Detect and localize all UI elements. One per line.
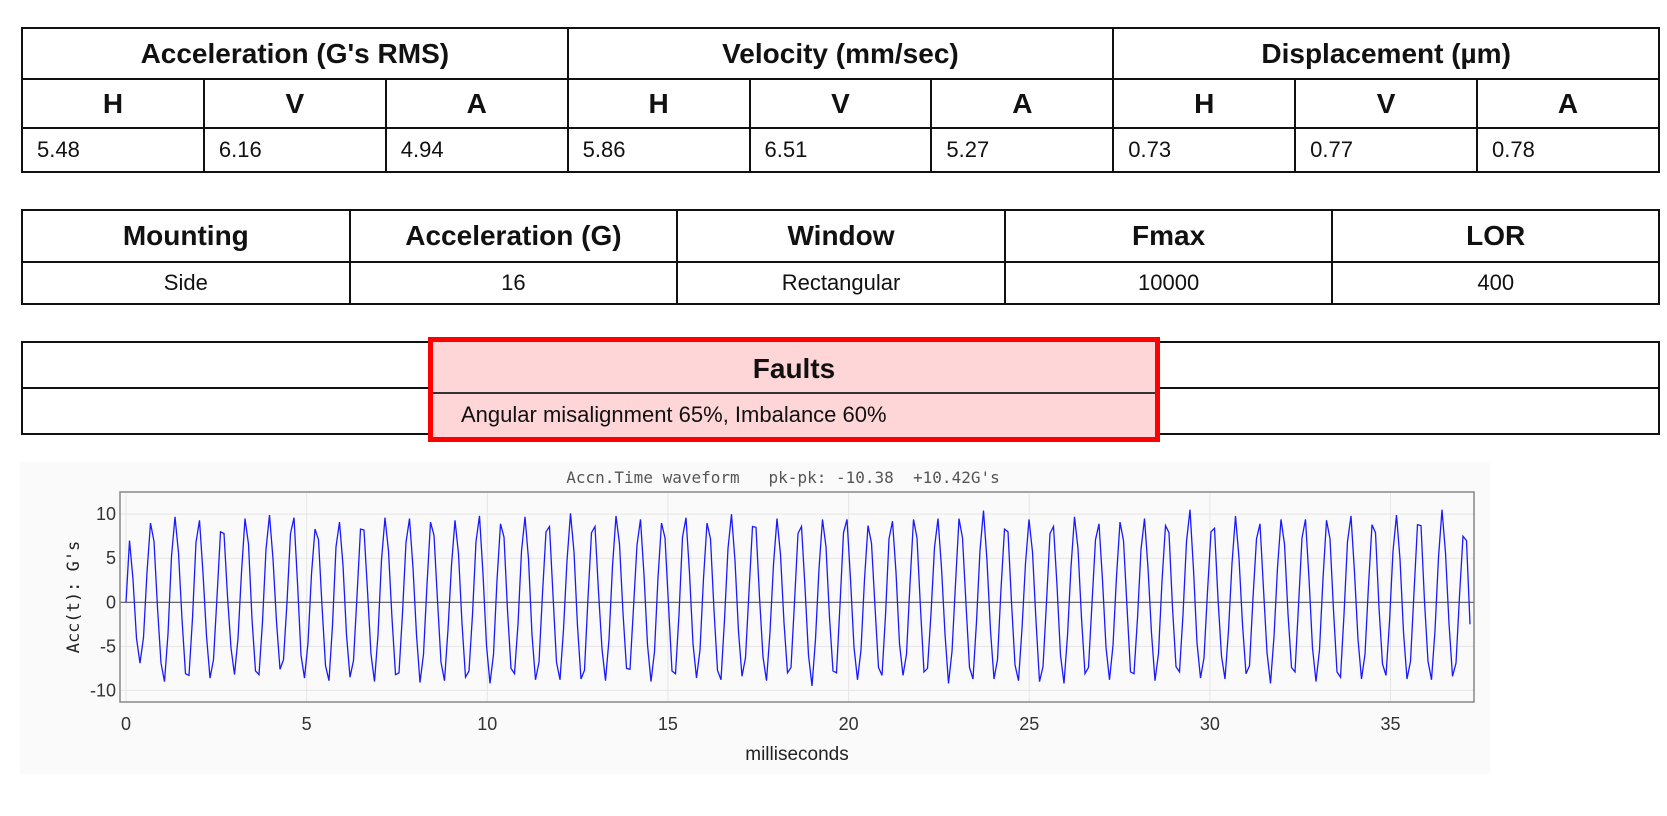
- lor-header: LOR: [1331, 209, 1660, 263]
- measurement-settings-table: Mounting Acceleration (G) Window Fmax LO…: [21, 209, 1660, 305]
- waveform-line: [125, 509, 1471, 687]
- x-tick-label: 25: [1019, 714, 1039, 734]
- x-tick-label: 15: [658, 714, 678, 734]
- y-axis-label: Acc(t): G's: [64, 541, 84, 654]
- displacement-a-value: 0.78: [1476, 127, 1660, 173]
- x-tick-label: 30: [1200, 714, 1220, 734]
- time-waveform-chart: Accn.Time waveform pk-pk: -10.38 +10.42G…: [20, 462, 1490, 774]
- x-axis-ticks: 0 5 10 15 20 25 30 35: [121, 714, 1401, 734]
- y-tick-label: 5: [106, 548, 116, 568]
- acceleration-a-header: A: [384, 78, 569, 129]
- faults-text: Angular misalignment 65%, Imbalance 60%: [461, 402, 887, 427]
- settings-values-row: Side 16 Rectangular 10000 400: [21, 261, 1660, 305]
- velocity-h-value: 5.86: [566, 127, 751, 173]
- y-tick-label: 10: [96, 504, 116, 524]
- velocity-header: Velocity (mm/sec): [566, 27, 1115, 80]
- y-axis-ticks: 10 5 0 -5 -10: [90, 504, 116, 700]
- acceleration-a-value: 4.94: [384, 127, 569, 173]
- window-value: Rectangular: [676, 261, 1006, 305]
- x-tick-label: 5: [302, 714, 312, 734]
- lor-value: 400: [1331, 261, 1660, 305]
- settings-header-row: Mounting Acceleration (G) Window Fmax LO…: [21, 209, 1660, 263]
- faults-highlight-box: Faults Angular misalignment 65%, Imbalan…: [428, 337, 1160, 442]
- y-tick-label: -5: [100, 636, 116, 656]
- displacement-v-header: V: [1294, 78, 1479, 129]
- acceleration-h-value: 5.48: [21, 127, 205, 173]
- rms-values-row: 5.48 6.16 4.94 5.86 6.51 5.27 0.73 0.77 …: [21, 127, 1660, 173]
- acceleration-v-header: V: [202, 78, 387, 129]
- x-tick-label: 35: [1381, 714, 1401, 734]
- plot-frame: [119, 491, 1475, 703]
- faults-title: Faults: [433, 342, 1155, 394]
- displacement-h-header: H: [1112, 78, 1297, 129]
- acceleration-range-header: Acceleration (G): [348, 209, 679, 263]
- chart-background: [20, 462, 1490, 774]
- rms-readings-table: Acceleration (G's RMS) Velocity (mm/sec)…: [21, 27, 1660, 173]
- y-tick-label: -10: [90, 680, 116, 700]
- mounting-value: Side: [21, 261, 351, 305]
- y-tick-label: 0: [106, 592, 116, 612]
- mounting-header: Mounting: [21, 209, 351, 263]
- acceleration-rms-header: Acceleration (G's RMS): [21, 27, 569, 80]
- fmax-header: Fmax: [1003, 209, 1334, 263]
- rms-axis-header-row: H V A H V A H V A: [21, 78, 1660, 129]
- velocity-v-value: 6.51: [748, 127, 933, 173]
- chart-title: Accn.Time waveform pk-pk: -10.38 +10.42G…: [566, 468, 999, 487]
- velocity-h-header: H: [566, 78, 751, 129]
- velocity-a-value: 5.27: [930, 127, 1115, 173]
- fmax-value: 10000: [1003, 261, 1334, 305]
- acceleration-h-header: H: [21, 78, 205, 129]
- displacement-a-header: A: [1476, 78, 1660, 129]
- acceleration-v-value: 6.16: [202, 127, 387, 173]
- displacement-h-value: 0.73: [1112, 127, 1297, 173]
- x-tick-label: 0: [121, 714, 131, 734]
- x-axis-label: milliseconds: [745, 744, 848, 765]
- x-tick-label: 20: [839, 714, 859, 734]
- displacement-header: Displacement (µm): [1112, 27, 1660, 80]
- velocity-a-header: A: [930, 78, 1115, 129]
- acceleration-range-value: 16: [348, 261, 679, 305]
- rms-group-header-row: Acceleration (G's RMS) Velocity (mm/sec)…: [21, 27, 1660, 80]
- velocity-v-header: V: [748, 78, 933, 129]
- x-tick-label: 10: [477, 714, 497, 734]
- window-header: Window: [676, 209, 1006, 263]
- displacement-v-value: 0.77: [1294, 127, 1479, 173]
